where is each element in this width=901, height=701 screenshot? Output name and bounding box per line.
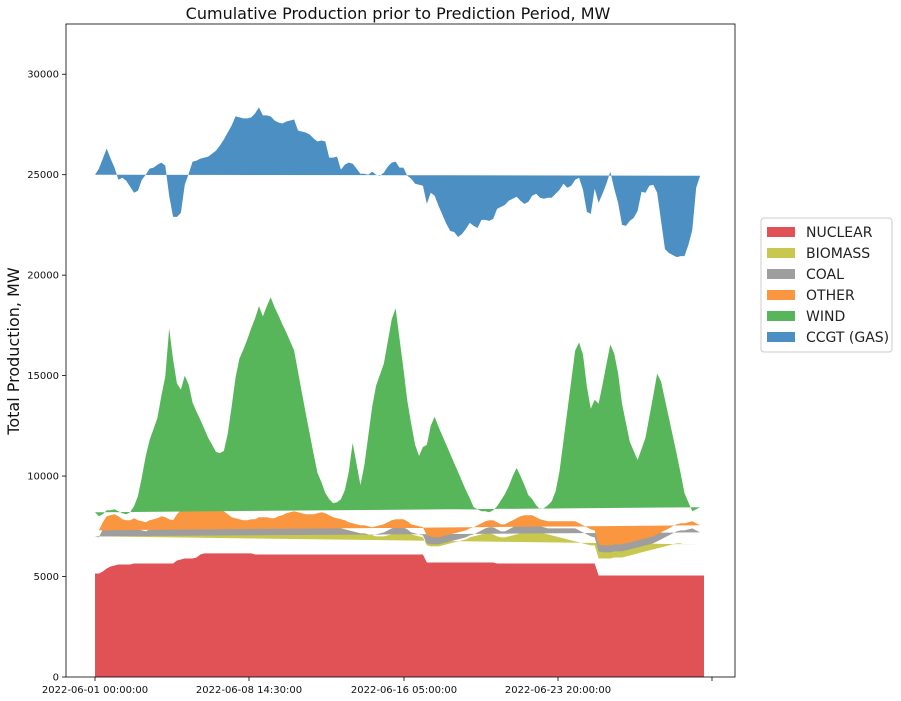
area-wind xyxy=(95,297,701,517)
area-coal xyxy=(95,507,701,553)
legend-swatch xyxy=(767,332,795,342)
y-axis: 0 5000 10000 15000 20000 25000 30000 xyxy=(27,70,66,684)
legend-swatch xyxy=(767,227,795,237)
x-tick-label: 2022-06-08 14:30:00 xyxy=(196,685,302,696)
x-tick-label: 2022-06-23 20:00:00 xyxy=(505,685,611,696)
y-tick-label: 25000 xyxy=(27,170,59,181)
x-tick-label: 2022-06-16 05:00:00 xyxy=(351,685,457,696)
area-ccgt-gas xyxy=(95,107,701,258)
y-tick-label: 20000 xyxy=(27,271,59,282)
legend-label: COAL xyxy=(806,267,844,283)
x-axis: 2022-06-01 00:00:00 2022-06-08 14:30:00 20… xyxy=(42,677,713,696)
y-tick-label: 5000 xyxy=(34,572,59,583)
y-tick-label: 0 xyxy=(53,673,59,684)
y-axis-title: Total Production, MW xyxy=(4,267,23,436)
y-tick-label: 10000 xyxy=(27,472,59,483)
legend-label: WIND xyxy=(806,309,845,325)
chart-title: Cumulative Production prior to Predictio… xyxy=(186,4,611,23)
legend-label: NUCLEAR xyxy=(806,225,873,241)
legend-swatch xyxy=(767,290,795,300)
x-tick-label: 2022-06-01 00:00:00 xyxy=(42,685,148,696)
legend-swatch xyxy=(767,311,795,321)
legend-label: BIOMASS xyxy=(806,246,870,262)
area-series-layer xyxy=(95,107,704,677)
y-tick-label: 15000 xyxy=(27,371,59,382)
legend-swatch xyxy=(767,248,795,258)
legend-swatch xyxy=(767,269,795,279)
area-nuclear xyxy=(95,553,704,677)
legend: NUCLEAR BIOMASS COAL OTHER WIND CCGT (GAS) xyxy=(760,217,893,353)
y-tick-label: 30000 xyxy=(27,70,59,81)
plot-frame xyxy=(65,23,736,678)
area-other xyxy=(95,498,701,546)
legend-label: CCGT (GAS) xyxy=(806,330,889,346)
legend-label: OTHER xyxy=(806,288,855,304)
